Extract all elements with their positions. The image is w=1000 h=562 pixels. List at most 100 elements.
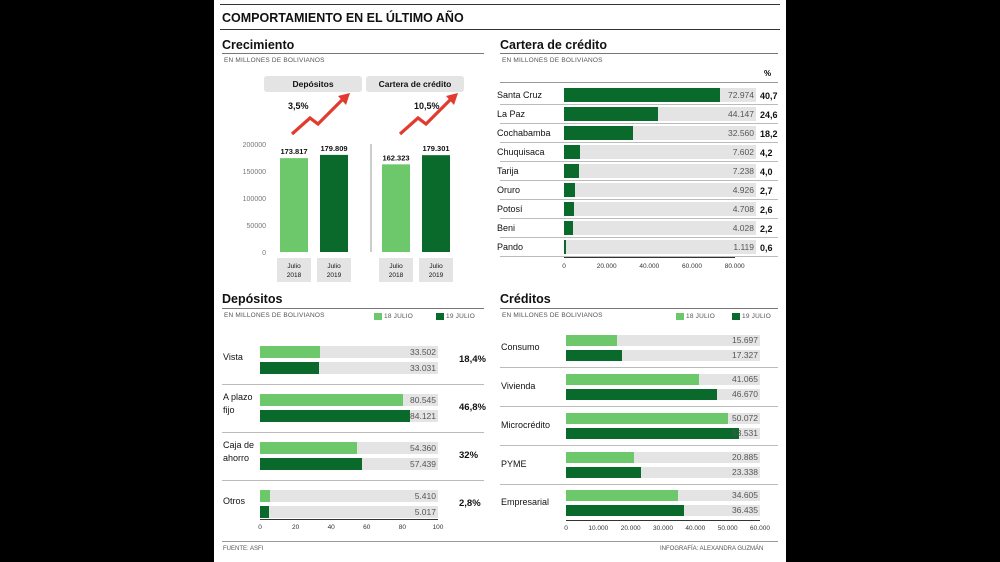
cartera-value-label: 7.238 xyxy=(732,166,754,176)
depositos-track xyxy=(260,506,438,518)
cartera-percent-label: 18,2 xyxy=(760,129,778,139)
creditos-category-label: Empresarial xyxy=(501,497,550,507)
cartera-category-label: Tarija xyxy=(497,166,519,176)
creditos-xtick: 60.000 xyxy=(750,525,770,532)
depositos-value-label: 33.031 xyxy=(410,363,436,373)
cartera-track xyxy=(564,240,756,254)
depositos-value-label: 80.545 xyxy=(410,395,436,405)
depositos-category-label: Caja de xyxy=(223,440,255,450)
depositos-legend-dark-label: 19 JULIO xyxy=(446,313,476,320)
cartera-category-label: Chuquisaca xyxy=(497,147,545,157)
cartera-row-rule xyxy=(500,123,778,124)
creditos-category-label: PYME xyxy=(501,459,527,469)
growth-arrow-icon xyxy=(290,98,344,136)
cartera-row-rule xyxy=(500,218,778,219)
cartera-percent-label: 2,7 xyxy=(760,186,773,196)
creditos-xtick: 10.000 xyxy=(588,525,609,532)
crecimiento-xtick-year: 2019 xyxy=(327,272,342,279)
depositos-category-label: A plazo xyxy=(223,392,253,402)
crecimiento-chart: 200000 150000 100000 50000 0 Depósitos 3,5% 173… xyxy=(243,76,464,282)
depositos-bar xyxy=(260,362,319,374)
cartera-row-rule xyxy=(500,237,778,238)
creditos-bar xyxy=(566,452,634,463)
depositos-category-label: Vista xyxy=(223,352,243,362)
crecimiento-ytick: 100000 xyxy=(243,196,266,203)
cartera-value-label: 32.560 xyxy=(728,128,754,138)
depositos-value-label: 5.017 xyxy=(414,507,436,517)
cartera-percent-label: 2,6 xyxy=(760,205,773,215)
creditos-bar xyxy=(566,389,717,400)
cartera-xtick: 80.000 xyxy=(724,263,745,270)
cartera-pct-header: % xyxy=(764,69,772,78)
cartera-row-rule xyxy=(500,161,778,162)
main-title: COMPORTAMIENTO EN EL ÚLTIMO AÑO xyxy=(222,11,464,25)
creditos-row-rule xyxy=(500,445,778,446)
cartera-track xyxy=(564,202,756,216)
crecimiento-xtick-year: 2019 xyxy=(429,272,444,279)
footer-source: FUENTE: ASFI xyxy=(223,546,264,552)
cartera-row-rule xyxy=(500,199,778,200)
cartera-value-label: 1.119 xyxy=(733,242,754,252)
crecimiento-change-label: 3,5% xyxy=(288,101,309,111)
footer-credit: INFOGRAFÍA: ALEXANDRA GUZMÁN xyxy=(660,546,764,552)
depositos-legend-light-swatch xyxy=(374,313,382,320)
crecimiento-units: EN MILLONES DE BOLIVIANOS xyxy=(224,57,325,64)
depositos-units: EN MILLONES DE BOLIVIANOS xyxy=(224,312,325,319)
creditos-row-rule xyxy=(500,484,778,485)
crecimiento-xtick-box xyxy=(277,258,311,282)
crecimiento-bar xyxy=(320,154,348,252)
growth-arrow-head-icon xyxy=(446,93,458,105)
cartera-percent-label: 24,6 xyxy=(760,110,778,120)
creditos-category-label: Microcrédito xyxy=(501,420,551,430)
creditos-track xyxy=(566,467,760,478)
cartera-value-label: 44.147 xyxy=(728,109,754,119)
creditos-bar xyxy=(566,505,684,516)
crecimiento-ytick: 200000 xyxy=(243,142,266,149)
infographic-panel: COMPORTAMIENTO EN EL ÚLTIMO AÑO Crecimie… xyxy=(214,0,786,562)
creditos-value-label: 50.072 xyxy=(732,413,758,423)
cartera-percent-label: 2,2 xyxy=(760,224,773,234)
creditos-legend-light-label: 18 JULIO xyxy=(686,313,716,320)
depositos-axis-line xyxy=(260,519,438,520)
cartera-category-label: La Paz xyxy=(497,109,526,119)
cartera-bar xyxy=(564,183,575,197)
cartera-percent-label: 4,0 xyxy=(760,167,773,177)
crecimiento-xtick-month: Julio xyxy=(327,263,341,270)
cartera-units: EN MILLONES DE BOLIVIANOS xyxy=(502,57,603,64)
depositos-bar xyxy=(260,394,404,406)
growth-arrow-head-icon xyxy=(338,93,350,105)
depositos-track xyxy=(260,490,438,502)
creditos-row-rule xyxy=(500,367,778,368)
creditos-value-label: 41.065 xyxy=(732,374,758,384)
cartera-row-rule xyxy=(500,142,778,143)
depositos-category-label: Otros xyxy=(223,496,246,506)
cartera-xtick: 0 xyxy=(562,263,566,270)
crecimiento-xtick-month: Julio xyxy=(429,263,443,270)
depositos-value-label: 5.410 xyxy=(414,491,436,501)
depositos-rule xyxy=(222,308,484,309)
depositos-bar xyxy=(260,490,270,502)
depositos-xtick: 80 xyxy=(398,524,406,531)
creditos-value-label: 23.338 xyxy=(732,467,758,477)
creditos-value-label: 17.327 xyxy=(732,350,758,360)
creditos-track xyxy=(566,350,760,361)
cartera-bar xyxy=(564,145,581,159)
creditos-bar xyxy=(566,374,699,385)
cartera-percent-label: 0,6 xyxy=(760,243,773,253)
crecimiento-ytick: 0 xyxy=(262,250,266,257)
cartera-row-rule xyxy=(500,256,778,257)
cartera-bar xyxy=(564,107,659,121)
cartera-category-label: Pando xyxy=(497,242,524,252)
crecimiento-value-label: 179.301 xyxy=(422,144,449,153)
cartera-track xyxy=(564,221,756,235)
crecimiento-group-pill xyxy=(366,76,464,92)
depositos-xtick: 20 xyxy=(291,524,300,531)
creditos-xtick: 50.000 xyxy=(717,525,738,532)
cartera-value-label: 72.974 xyxy=(728,90,754,100)
cartera-row-rule xyxy=(500,180,778,181)
creditos-rule xyxy=(500,308,778,309)
depositos-row-rule xyxy=(222,384,484,385)
cartera-bar xyxy=(564,240,567,254)
cartera-title: Cartera de crédito xyxy=(500,38,607,52)
crecimiento-value-label: 173.817 xyxy=(280,147,307,156)
